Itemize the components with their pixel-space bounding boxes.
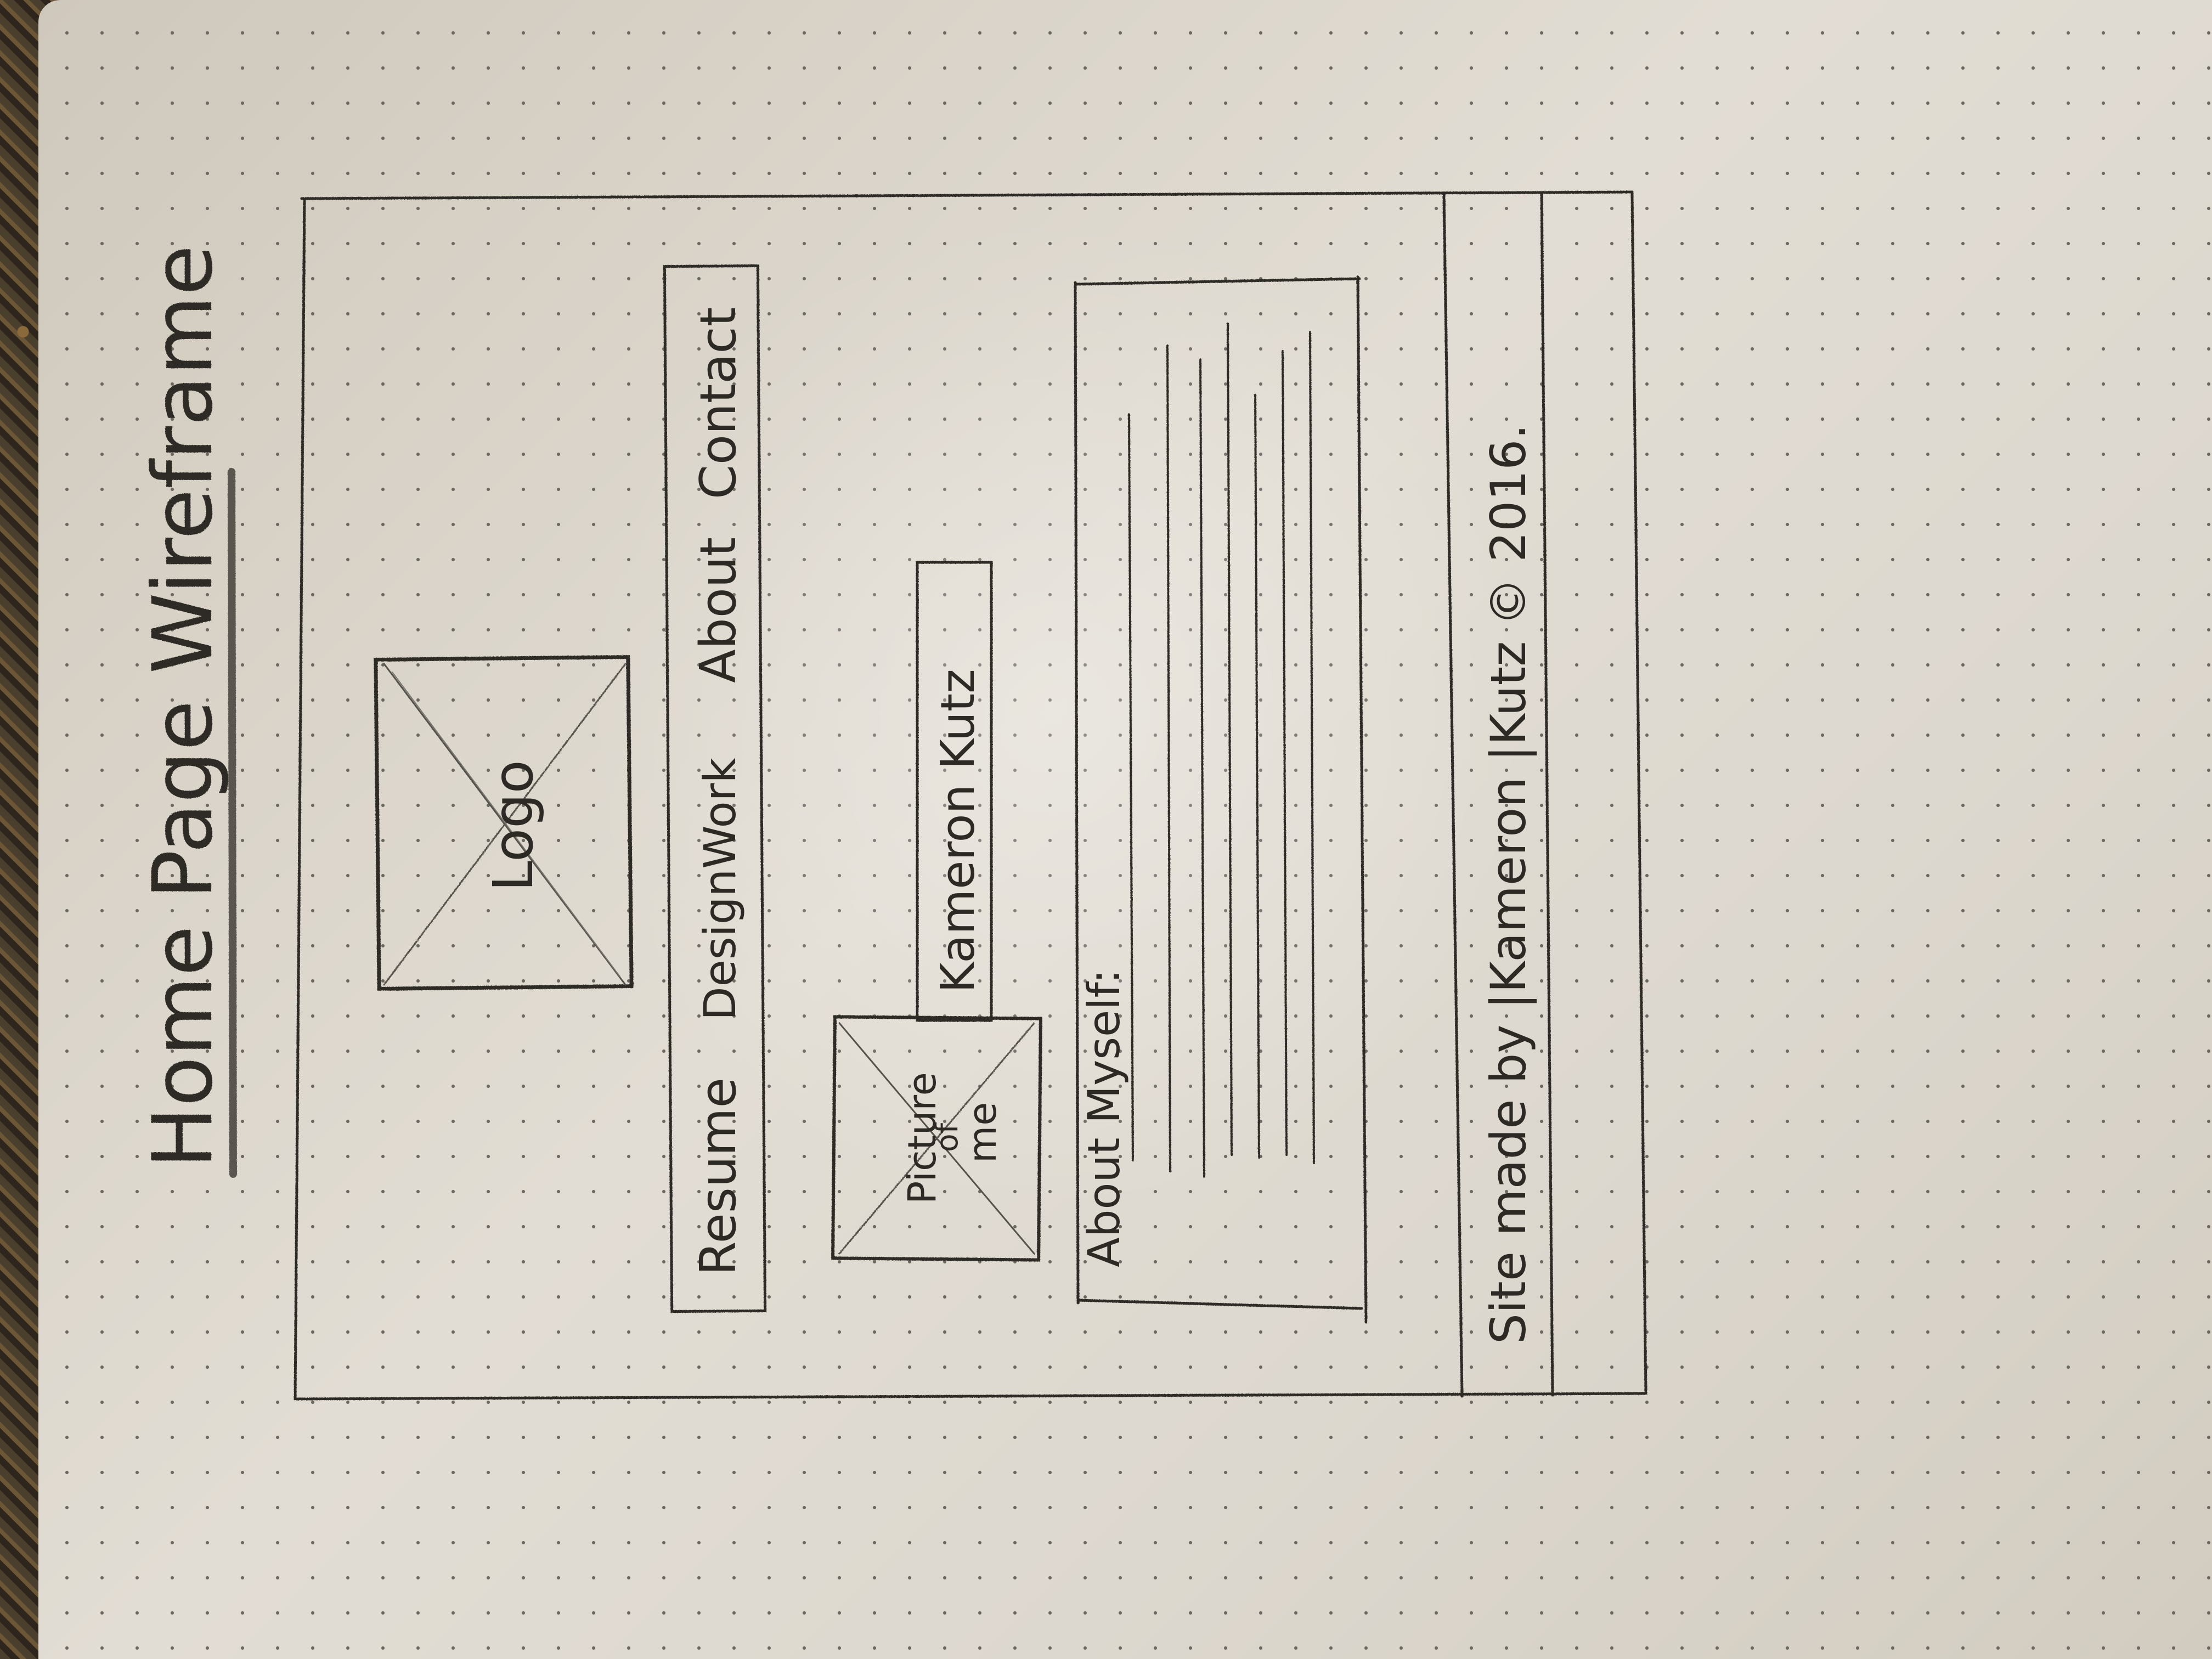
title-underline <box>228 468 237 1178</box>
text-line <box>1282 350 1288 1156</box>
page-title: Home Page Wireframe <box>136 245 231 1169</box>
footer-credit: Site made by |Kameron |Kutz © 2016. <box>1480 424 1537 1344</box>
text-line <box>1128 413 1134 1161</box>
picture-label: Picture <box>900 1072 945 1204</box>
dotted-notebook-page <box>38 0 2212 1659</box>
nav-item-contact[interactable]: Contact <box>690 307 747 499</box>
text-line <box>1199 358 1205 1178</box>
about-heading: About Myself: <box>1079 969 1130 1267</box>
nav-item-about[interactable]: About <box>690 537 747 683</box>
profile-picture-placeholder <box>831 1015 1042 1262</box>
logo-placeholder <box>374 655 634 991</box>
profile-name: Kameron Kutz <box>931 669 985 993</box>
about-section <box>1074 275 1368 1324</box>
name-box <box>916 561 993 1022</box>
picture-label-me: me <box>960 1102 1005 1163</box>
title-block: Home Page Wireframe <box>136 245 237 1178</box>
text-line <box>1309 331 1315 1164</box>
nav-item-resume[interactable]: Resume <box>690 1077 747 1276</box>
text-line <box>1166 345 1171 1172</box>
footer-bar <box>1442 192 1554 1398</box>
text-line <box>1254 394 1260 1159</box>
page-frame <box>294 190 1647 1401</box>
nav-bar[interactable] <box>663 264 767 1313</box>
picture-label-of: of <box>929 1122 964 1152</box>
logo-label: Logo <box>481 760 545 891</box>
text-line <box>1227 323 1233 1156</box>
nav-item-design-work[interactable]: DesignWork <box>695 758 746 1020</box>
sketch-labels: Logo Resume DesignWork About Contact Pic… <box>481 307 1537 1344</box>
about-text-lines <box>1128 323 1315 1178</box>
